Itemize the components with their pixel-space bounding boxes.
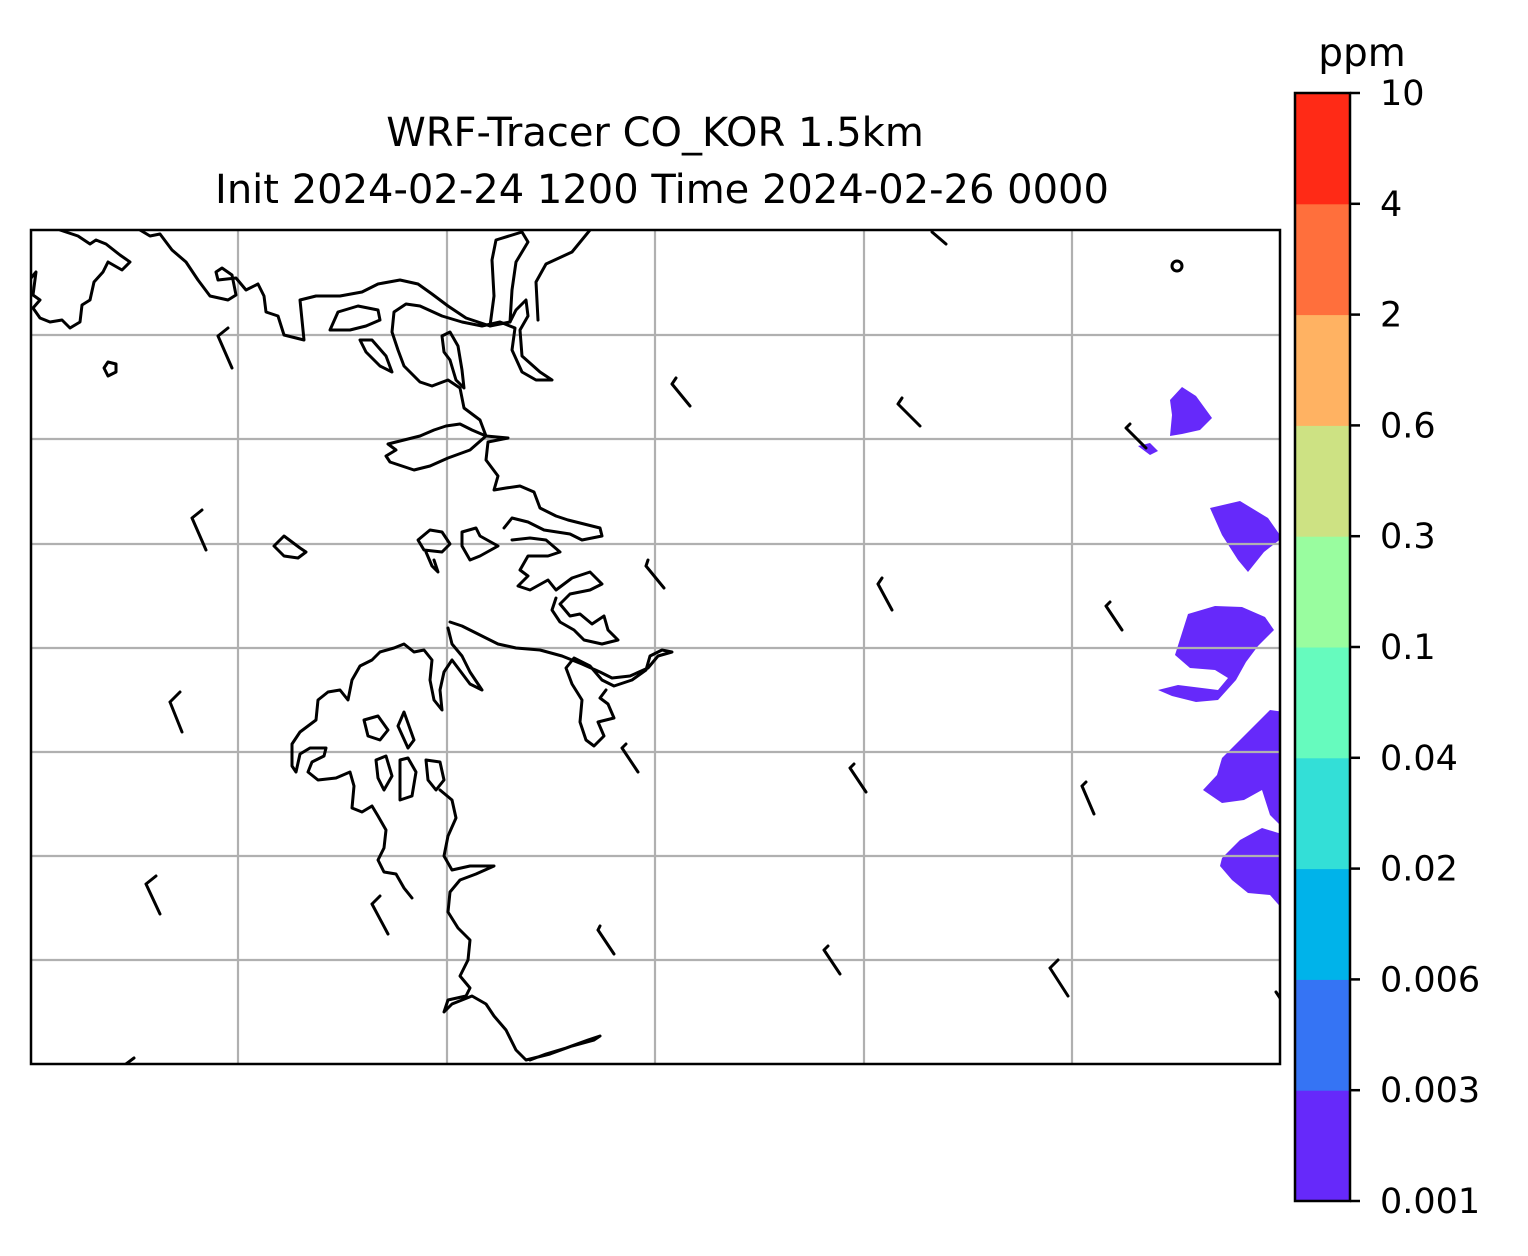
colorbar: ppm 0.001 0.003 0.006 0.02 0.04 0.1 0.3 0.6 2 4 10 <box>1293 31 1480 1222</box>
map-panel <box>29 228 1282 1066</box>
colorbar-block <box>1295 868 1350 980</box>
wind-barb <box>216 326 234 370</box>
coastline-river-channel <box>488 230 592 328</box>
wind-barb <box>876 576 894 612</box>
colorbar-frame <box>1293 91 1352 1203</box>
coastline-inner-bay-3 <box>440 330 466 390</box>
coastline-central <box>416 528 452 574</box>
colorbar-tick-label: 0.04 <box>1380 739 1458 779</box>
coastline-island-east <box>1170 259 1184 273</box>
wind-barb <box>1104 600 1124 632</box>
colorbar-block <box>1295 1090 1350 1202</box>
colorbar-block <box>1295 979 1350 1091</box>
coastline-central-4 <box>272 534 308 560</box>
coastline-central-3 <box>510 536 620 646</box>
coastline-north-peninsula <box>138 230 604 542</box>
wind-barb <box>670 376 692 408</box>
map-frame <box>29 228 1282 1066</box>
plume-patch-6 <box>1220 828 1280 907</box>
wind-barb <box>822 944 842 976</box>
wind-barbs <box>124 326 1280 1064</box>
wind-barb <box>1080 780 1096 816</box>
coastline-inner-bay <box>328 304 382 332</box>
colorbar-color-blocks <box>1295 93 1350 1202</box>
colorbar-block <box>1295 203 1350 316</box>
map-title-line2: Init 2024-02-24 1200 Time 2024-02-26 000… <box>215 167 1109 213</box>
coastline-south-islands <box>362 710 446 802</box>
coastline-north-shore <box>31 230 132 330</box>
colorbar-tick-label: 0.001 <box>1380 1182 1480 1222</box>
colorbar-ticks: 0.001 0.003 0.006 0.02 0.04 0.1 0.3 0.6 2 4 10 <box>1350 74 1480 1222</box>
map-title-line1: WRF-Tracer CO_KOR 1.5km <box>386 110 924 156</box>
colorbar-tick-label: 0.1 <box>1380 628 1436 668</box>
colorbar-tick-label: 0.3 <box>1380 517 1436 557</box>
colorbar-tick-label: 0.003 <box>1380 1071 1480 1111</box>
wind-barb <box>620 742 640 774</box>
colorbar-tick-label: 0.6 <box>1380 406 1436 446</box>
colorbar-block <box>1295 757 1350 870</box>
map-gridlines <box>31 230 1280 1064</box>
wind-barb <box>168 690 184 734</box>
wind-barb <box>1124 422 1148 450</box>
colorbar-block <box>1295 425 1350 537</box>
coastline-central-2 <box>460 526 500 562</box>
colorbar-tick-label: 2 <box>1380 296 1402 336</box>
colorbar-block <box>1295 647 1350 759</box>
coastline-island-west <box>102 360 118 378</box>
wind-barb <box>1048 958 1070 998</box>
colorbar-block <box>1295 93 1350 205</box>
coastlines <box>31 230 1184 1062</box>
coastline-ne-strip <box>930 230 948 246</box>
wind-barb <box>896 396 922 428</box>
coastline-south-peninsula <box>448 620 674 748</box>
wind-barb <box>644 558 666 590</box>
colorbar-tick-label: 0.006 <box>1380 960 1480 1000</box>
colorbar-block <box>1295 536 1350 648</box>
coastline-south-west <box>290 626 484 900</box>
colorbar-tick-label: 0.02 <box>1380 850 1458 890</box>
plume-patch-1 <box>1170 387 1212 436</box>
coastline-southern-shore <box>438 788 602 1062</box>
plume-patch-5 <box>1203 710 1280 825</box>
wind-barb <box>144 874 162 916</box>
plume-patch-4 <box>1158 606 1274 702</box>
wind-barb <box>370 894 390 936</box>
tracer-plume-shading <box>1138 387 1280 907</box>
colorbar-tick-label: 4 <box>1380 185 1402 225</box>
coastline-mid-coast <box>384 422 488 472</box>
wind-barb <box>190 508 208 552</box>
colorbar-unit-label: ppm <box>1318 31 1406 76</box>
plume-patch-3 <box>1210 501 1280 572</box>
wind-barb <box>848 762 868 794</box>
colorbar-tick-label: 10 <box>1380 74 1425 114</box>
colorbar-block <box>1295 314 1350 426</box>
coastline-inner-bay-2 <box>358 338 394 374</box>
wind-barb <box>596 924 616 956</box>
